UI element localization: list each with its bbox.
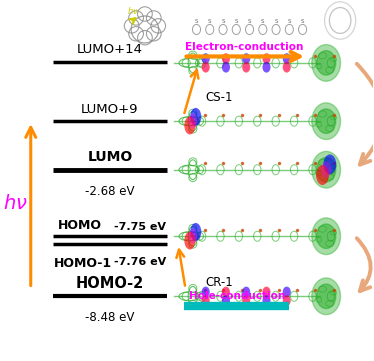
- Ellipse shape: [243, 54, 249, 63]
- Text: S: S: [274, 19, 278, 24]
- Ellipse shape: [188, 114, 197, 129]
- Text: -8.48 eV: -8.48 eV: [85, 312, 135, 325]
- Text: S: S: [301, 19, 304, 24]
- Text: S: S: [195, 19, 198, 24]
- Ellipse shape: [283, 295, 291, 306]
- Ellipse shape: [242, 53, 250, 64]
- Text: Electron-conduction: Electron-conduction: [185, 42, 304, 52]
- Ellipse shape: [243, 296, 249, 305]
- Ellipse shape: [316, 51, 336, 75]
- Ellipse shape: [263, 54, 270, 63]
- Ellipse shape: [242, 295, 250, 306]
- Ellipse shape: [312, 218, 340, 255]
- Ellipse shape: [324, 155, 336, 174]
- Ellipse shape: [202, 295, 210, 306]
- Ellipse shape: [263, 287, 270, 297]
- Ellipse shape: [316, 284, 336, 309]
- Ellipse shape: [321, 162, 332, 178]
- Ellipse shape: [202, 296, 209, 305]
- Ellipse shape: [263, 296, 270, 305]
- Ellipse shape: [283, 62, 291, 73]
- Text: Hole-conduction: Hole-conduction: [189, 291, 285, 301]
- Ellipse shape: [312, 278, 340, 315]
- Ellipse shape: [223, 54, 229, 63]
- Text: -7.76 eV: -7.76 eV: [114, 257, 166, 267]
- Text: S: S: [288, 19, 291, 24]
- Ellipse shape: [184, 117, 195, 134]
- Ellipse shape: [190, 223, 201, 241]
- Ellipse shape: [263, 62, 270, 73]
- Text: HOMO-2: HOMO-2: [76, 276, 144, 291]
- Text: LUMO: LUMO: [87, 150, 132, 164]
- Ellipse shape: [243, 288, 249, 296]
- Ellipse shape: [316, 157, 336, 182]
- Text: CS-1: CS-1: [206, 91, 233, 104]
- Ellipse shape: [223, 296, 229, 305]
- Ellipse shape: [312, 44, 340, 81]
- Text: CR-1: CR-1: [206, 277, 233, 290]
- Text: HOMO: HOMO: [58, 219, 102, 232]
- Ellipse shape: [263, 288, 270, 296]
- Text: LUMO+9: LUMO+9: [81, 103, 139, 116]
- Text: HOMO-1: HOMO-1: [54, 257, 112, 270]
- Text: S: S: [234, 19, 238, 24]
- Ellipse shape: [283, 296, 290, 305]
- Ellipse shape: [202, 288, 209, 296]
- Ellipse shape: [316, 109, 336, 134]
- Ellipse shape: [184, 231, 195, 249]
- FancyArrowPatch shape: [357, 238, 371, 291]
- Ellipse shape: [312, 103, 340, 139]
- Ellipse shape: [243, 63, 249, 71]
- Ellipse shape: [283, 287, 291, 297]
- Ellipse shape: [202, 53, 210, 64]
- Ellipse shape: [263, 295, 270, 306]
- Text: -2.68 eV: -2.68 eV: [85, 185, 135, 198]
- Ellipse shape: [316, 224, 336, 248]
- Text: S: S: [208, 19, 212, 24]
- Ellipse shape: [283, 63, 290, 71]
- Ellipse shape: [263, 53, 270, 64]
- Ellipse shape: [202, 62, 210, 73]
- Ellipse shape: [202, 63, 209, 71]
- Ellipse shape: [283, 288, 290, 296]
- Ellipse shape: [316, 165, 329, 185]
- Ellipse shape: [242, 62, 250, 73]
- Ellipse shape: [263, 63, 270, 71]
- Ellipse shape: [222, 287, 230, 297]
- Text: LUMO+14: LUMO+14: [77, 43, 143, 56]
- Ellipse shape: [223, 288, 229, 296]
- Ellipse shape: [202, 54, 209, 63]
- FancyArrowPatch shape: [357, 64, 374, 165]
- Ellipse shape: [283, 54, 290, 63]
- Text: S: S: [248, 19, 251, 24]
- Text: S: S: [261, 19, 264, 24]
- Ellipse shape: [222, 295, 230, 306]
- Ellipse shape: [202, 287, 210, 297]
- Ellipse shape: [190, 108, 201, 126]
- Text: S: S: [221, 19, 225, 24]
- Ellipse shape: [222, 53, 230, 64]
- Ellipse shape: [188, 229, 197, 243]
- Text: $h\nu$: $h\nu$: [3, 194, 28, 213]
- Text: $h\nu$: $h\nu$: [127, 5, 139, 16]
- Ellipse shape: [222, 62, 230, 73]
- Ellipse shape: [283, 53, 291, 64]
- Ellipse shape: [223, 63, 229, 71]
- Ellipse shape: [312, 151, 340, 188]
- Text: -7.75 eV: -7.75 eV: [114, 222, 166, 232]
- Ellipse shape: [242, 287, 250, 297]
